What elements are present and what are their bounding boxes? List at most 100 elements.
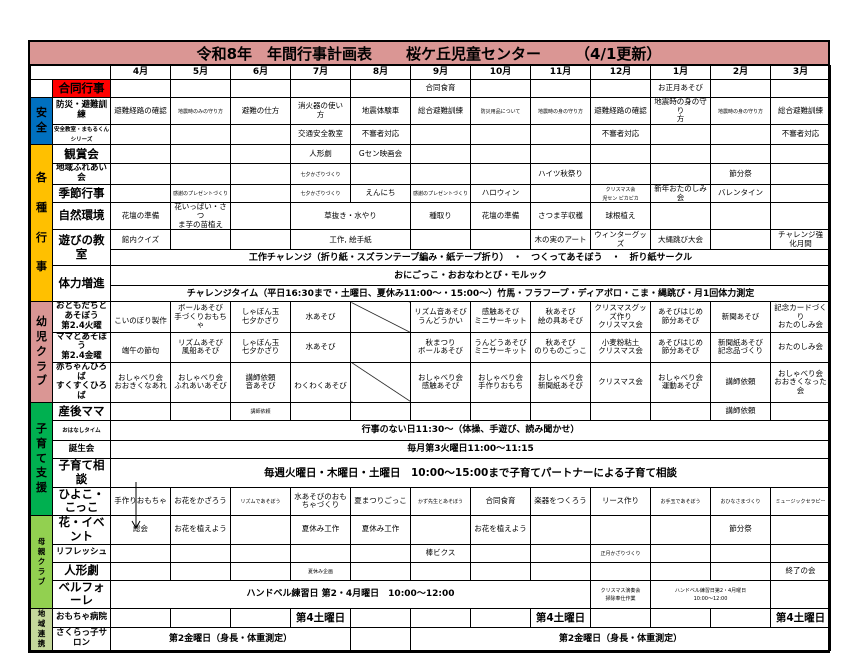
schedule-cell: チャレンジ強 化月間: [770, 229, 831, 251]
schedule-cell: [350, 608, 411, 629]
event-text: あそびはじめ 節分あそび: [658, 307, 703, 325]
schedule-cell: [770, 144, 831, 165]
schedule-cell: [530, 543, 591, 563]
schedule-cell: 夏まつりごっこ: [350, 486, 411, 517]
event-text: チャレンジタイム（平日16:30まで・土曜日、夏休み11:00～・15:00～）…: [186, 288, 755, 299]
schedule-cell: [530, 183, 591, 204]
event-text: 地震時の身の守り方: [537, 108, 583, 115]
schedule-cell: [710, 543, 771, 563]
schedule-cell: 秋まつり ボールあそび: [410, 331, 471, 363]
schedule-row: 誕生会 毎月第3火曜日11:00～11:15: [31, 439, 831, 459]
schedule-cell: [710, 229, 771, 251]
row-label: ママとあそぼう 第2.4金曜: [55, 332, 107, 362]
schedule-cell: ハンドベル練習日 第2・4月曜日 10:00～12:00: [110, 579, 591, 610]
event-text: 毎週火曜日・木曜日・土曜日 10:00～15:00まで子育てパートナーによる子育…: [263, 466, 678, 479]
month-header: 10月: [470, 65, 531, 80]
schedule-cell: [170, 79, 231, 98]
row-label: 遊びの教室: [58, 233, 105, 261]
schedule-cell: 大縄跳び大会: [650, 229, 711, 251]
schedule-row: さくらっ子サロン 第2金曜日（身長・体重測定） 第2金曜日（身長・体重測定）: [31, 627, 831, 651]
row-label: おともだちとあそぼう 第2.4火曜: [55, 301, 107, 331]
row-label: さくらっ子サロン: [55, 628, 107, 649]
schedule-cell: [110, 79, 171, 98]
schedule-cell: [770, 579, 831, 610]
event-text: 総合避難訓練: [778, 105, 823, 115]
schedule-cell: 毎週火曜日・木曜日・土曜日 10:00～15:00まで子育てパートナーによる子育…: [110, 457, 831, 488]
event-text: リズムあそび 風船あそび: [178, 337, 223, 356]
schedule-cell: 行事のない日11:30～（体操、手遊び、読み聞かせ）: [110, 419, 831, 441]
event-text: 端午の節句: [121, 346, 160, 356]
event-text: うんどうあそび ミニサーキット: [474, 337, 527, 356]
schedule-cell: [350, 561, 411, 581]
schedule-cell: わくわくあそび: [290, 361, 351, 403]
event-text: ウィンターグッズ: [594, 230, 647, 248]
row-label: ベルフォーレ: [58, 580, 105, 608]
event-text: クリスマス演奏会 掃除奉仕作業: [600, 587, 641, 603]
event-text: 終了の会: [785, 565, 816, 575]
schedule-cell: [230, 123, 291, 146]
schedule-cell: クリスマスグッズ作り クリスマス会: [590, 301, 651, 333]
event-text: 節分祭: [729, 168, 752, 178]
schedule-cell: [470, 163, 531, 185]
event-text: 第2金曜日（身長・体重測定）: [168, 633, 293, 644]
schedule-cell: おしゃべり会 感触あそび: [410, 361, 471, 403]
schedule-cell: [650, 401, 711, 421]
event-text: ミュージックセラピー: [775, 498, 826, 505]
schedule-cell: [770, 543, 831, 563]
schedule-cell: [230, 608, 291, 629]
schedule-cell: [170, 163, 231, 185]
schedule-cell: [590, 515, 651, 545]
schedule-cell: 講師依頼: [230, 401, 291, 421]
schedule-row: 子 育 て 支 援産後ママ 講師依頼 講師依頼: [30, 401, 831, 517]
schedule-cell: 正月かざりづくり: [590, 543, 651, 563]
row-label-cell: 産後ママ: [52, 401, 111, 421]
row-label: 防災・避難訓練: [55, 100, 107, 120]
event-text: 感謝のプレゼントづくり: [412, 191, 468, 198]
schedule-cell: 第4土曜日: [770, 608, 831, 629]
schedule-cell: 地震時の身の守り 方: [650, 97, 711, 125]
schedule-row: チャレンジタイム（平日16:30まで・土曜日、夏休み11:00～・15:00～）…: [31, 285, 831, 303]
schedule-cell: かず先生とあそぼう: [410, 486, 471, 517]
schedule-cell: [110, 561, 171, 581]
event-text: 七夕かざりづくり: [300, 191, 341, 198]
row-label-cell: さくらっ子サロン: [52, 627, 111, 651]
event-text: 防災用品について: [480, 108, 521, 115]
schedule-cell: 球根植え: [590, 202, 651, 231]
schedule-cell: [350, 331, 411, 363]
schedule-cell: 花壇の準備: [110, 202, 171, 231]
event-text: チャレンジ強 化月間: [778, 230, 823, 248]
event-text: おひなさまづくり: [720, 498, 761, 505]
schedule-cell: [170, 401, 231, 421]
row-label: 地域ふれあい会: [55, 163, 107, 184]
event-text: 水あそびのおも ちゃづくり: [294, 491, 347, 510]
row-label-cell: 人形劇: [52, 561, 111, 581]
event-text: 地震時の身の守り方: [717, 108, 763, 115]
row-label-cell: 遊びの教室: [52, 229, 111, 267]
schedule-cell: [350, 401, 411, 421]
not-applicable-slash-cell: [350, 301, 411, 333]
month-header: 2月: [710, 65, 771, 80]
event-text: しゃぼん玉 七夕かざり: [241, 337, 280, 356]
row-label: 花・イベント: [58, 515, 105, 543]
schedule-cell: [410, 163, 471, 185]
event-text: 棒ビクス: [425, 547, 456, 557]
schedule-cell: おたのしみ会: [770, 331, 831, 363]
schedule-cell: [710, 202, 771, 231]
event-text: 講師依頼 音あそび: [245, 372, 276, 391]
schedule-cell: 不審者対応: [350, 123, 411, 146]
event-text: 夏休み企画: [307, 568, 333, 575]
schedule-cell: 館内クイズ: [110, 229, 171, 251]
event-text: お花を植えよう: [474, 524, 527, 534]
schedule-cell: [230, 144, 291, 165]
schedule-cell: [350, 163, 411, 185]
event-text: 水あそび: [305, 311, 336, 321]
schedule-cell: [170, 144, 231, 165]
schedule-cell: [410, 515, 471, 545]
row-label-cell: ベルフォーレ: [52, 579, 111, 610]
schedule-cell: おしゃべり会 手作りおもち: [470, 361, 531, 403]
row-label-cell: リフレッシュ: [52, 543, 111, 563]
schedule-cell: お手玉であそぼう: [650, 486, 711, 517]
schedule-cell: 新聞あそび: [710, 301, 771, 333]
schedule-cell: お正月あそび: [650, 79, 711, 98]
event-text: 避難経路の確認: [114, 105, 167, 115]
